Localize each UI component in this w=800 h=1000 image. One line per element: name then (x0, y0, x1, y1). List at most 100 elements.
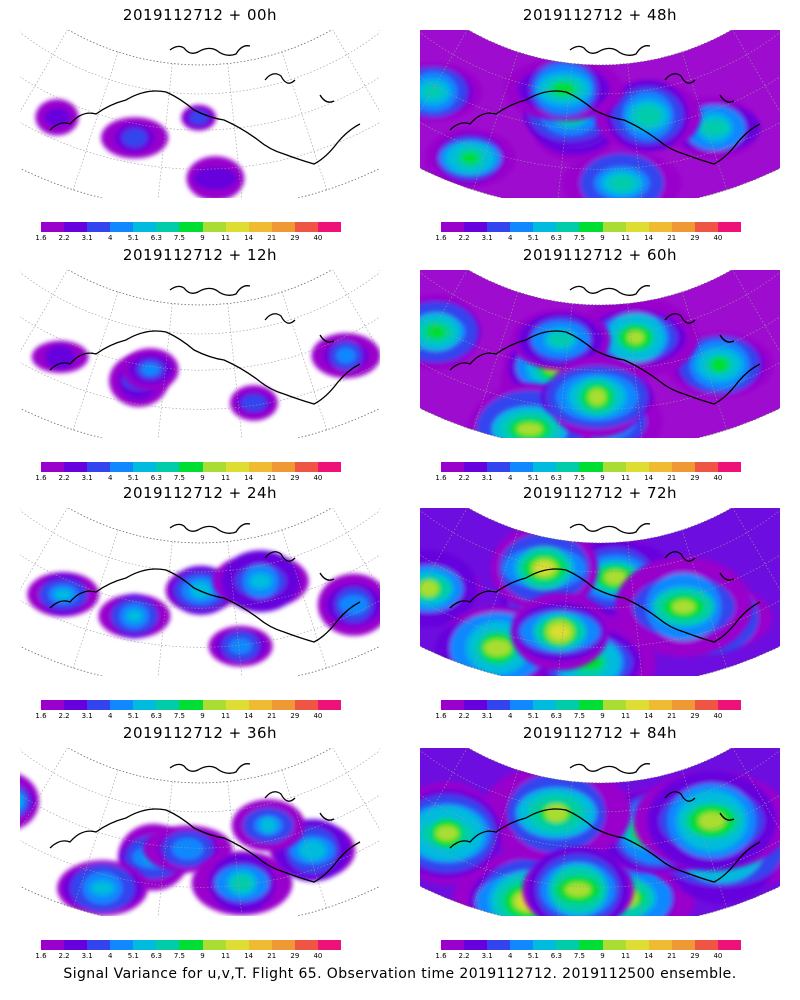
colorbar-cell (87, 700, 111, 710)
variance-blob (615, 556, 753, 657)
colorbar-label: 6.3 (150, 712, 162, 720)
colorbar-cell (464, 222, 488, 232)
colorbar-labels: 1.6 2.2 3.1 4 5.1 6.3 7.5 9 11 14 21 29 40 (435, 712, 741, 722)
variance-blob (490, 524, 598, 613)
variance-blob (633, 771, 780, 871)
coastline (49, 285, 361, 405)
colorbar-label: 7.5 (573, 952, 586, 960)
colorbar-label: 4 (107, 952, 113, 960)
colorbar-label: 14 (644, 952, 654, 960)
colorbar-cell (441, 462, 465, 472)
colorbar-cell (133, 940, 157, 950)
colorbar-cell (248, 700, 272, 710)
colorbar-labels: 1.6 2.2 3.1 4 5.1 6.3 7.5 9 11 14 21 29 40 (435, 474, 741, 484)
colorbar-label: 5.1 (527, 234, 539, 242)
colorbar-labels: 1.6 2.2 3.1 4 5.1 6.3 7.5 9 11 14 21 29 40 (35, 712, 341, 722)
colorbar-label: 1.6 (35, 952, 47, 960)
colorbar-cell (694, 940, 718, 950)
panel-24h: 2019112712 + 24h 1.6 2.2 3.1 4 5.1 6.3 7.5 9 11 1… (0, 478, 400, 720)
colorbar-label: 40 (313, 234, 323, 242)
colorbar-label: 1.6 (35, 234, 47, 242)
colorbar-cell (556, 940, 580, 950)
colorbar-cell (317, 222, 342, 232)
colorbar-cell (441, 700, 465, 710)
colorbar-cell (179, 222, 203, 232)
colorbar-label: 29 (690, 474, 700, 482)
colorbar-cell (579, 222, 603, 232)
variance-blob (510, 592, 609, 671)
colorbar-label: 11 (221, 712, 231, 720)
colorbar-label: 29 (690, 712, 700, 720)
variance-blob (143, 825, 233, 873)
colorbar-label: 5.1 (527, 952, 539, 960)
panel-title: 2019112712 + 84h (522, 724, 678, 742)
colorbar-cell (248, 940, 272, 950)
colorbar-label: 2.2 (458, 712, 470, 720)
colorbar-label: 2.2 (458, 952, 470, 960)
colorbar-label: 7.5 (173, 712, 186, 720)
variance-blob (208, 625, 273, 667)
panel-title: 2019112712 + 48h (522, 6, 678, 24)
variance-blob (101, 117, 169, 159)
colorbar-label: 14 (244, 234, 254, 242)
variance-blob (231, 799, 305, 852)
colorbar-cell (179, 700, 203, 710)
graticule (20, 270, 380, 438)
colorbar-cell (487, 700, 511, 710)
panel-84h: 2019112712 + 84h 1.6 2.2 3.1 4 5.1 6.3 7.5 9 11 1… (400, 718, 800, 960)
colorbar-cell (717, 222, 742, 232)
variance-map (20, 30, 380, 198)
graticule (420, 508, 780, 676)
colorbar-cell (202, 940, 226, 950)
colorbar-labels: 1.6 2.2 3.1 4 5.1 6.3 7.5 9 11 14 21 29 40 (435, 952, 741, 962)
variance-map (420, 270, 780, 438)
colorbar-cell (271, 940, 295, 950)
colorbar-cell (602, 940, 626, 950)
colorbar-label: 6.3 (150, 952, 162, 960)
colorbar-cell (671, 940, 695, 950)
colorbar-cell (579, 462, 603, 472)
coastline (49, 45, 361, 165)
colorbar-label: 6.3 (550, 952, 562, 960)
variance-blob (35, 99, 79, 136)
variance-field (420, 30, 780, 198)
colorbar-cell (110, 462, 134, 472)
colorbar-label: 7.5 (173, 474, 186, 482)
colorbar (441, 940, 742, 950)
graticule (20, 748, 380, 916)
variance-blob (420, 62, 483, 122)
colorbar-cell (694, 700, 718, 710)
variance-map (20, 748, 380, 916)
colorbar-cell (717, 462, 742, 472)
colorbar-label: 4 (507, 952, 513, 960)
panel-36h: 2019112712 + 36h 1.6 2.2 3.1 4 5.1 6.3 7.5 9 11 1… (0, 718, 400, 960)
colorbar-cell (294, 222, 318, 232)
colorbar-cell (41, 940, 65, 950)
colorbar-label: 3.1 (81, 474, 93, 482)
colorbar-label: 6.3 (150, 474, 162, 482)
colorbar-label: 21 (667, 952, 677, 960)
colorbar-cell (602, 700, 626, 710)
colorbar-cell (671, 700, 695, 710)
colorbar-cell (717, 700, 742, 710)
colorbar-label: 29 (290, 234, 300, 242)
colorbar-cell (317, 462, 342, 472)
colorbar-cell (202, 462, 226, 472)
variance-map (420, 748, 780, 916)
colorbar-label: 6.3 (550, 474, 562, 482)
variance-blob (212, 550, 309, 613)
colorbar-label: 11 (221, 234, 231, 242)
colorbar-cell (464, 940, 488, 950)
colorbar-label: 1.6 (35, 712, 47, 720)
colorbar-cell (602, 462, 626, 472)
variance-field (420, 508, 780, 676)
panel-title: 2019112712 + 36h (122, 724, 278, 742)
colorbar-label: 3.1 (481, 474, 493, 482)
variance-field (35, 99, 245, 198)
variance-blob (504, 57, 624, 121)
colorbar-label: 40 (713, 952, 723, 960)
colorbar-cell (625, 462, 649, 472)
colorbar-cell (441, 222, 465, 232)
coastline (449, 523, 761, 643)
colorbar-label: 40 (713, 712, 723, 720)
